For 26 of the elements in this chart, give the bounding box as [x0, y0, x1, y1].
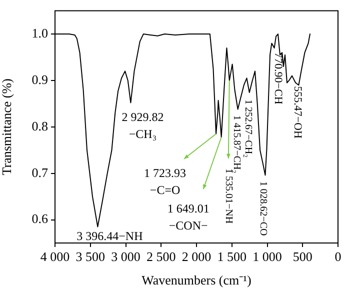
x-tick-label: 3 000	[111, 249, 140, 264]
annotation: 1 649.01 −CON−	[167, 201, 210, 232]
x-tick-label: 2 000	[182, 249, 212, 264]
x-tick-label: 0	[334, 249, 342, 264]
x-tick-label: 2 500	[146, 249, 176, 264]
x-tick-label: 3 500	[76, 249, 105, 264]
y-axis-title: Transmittance (%)	[0, 78, 14, 176]
y-tick-label: 0.6	[32, 211, 48, 226]
annotation: 770.90−CH	[272, 52, 284, 104]
annotation: 2 929.82 −CH₃	[122, 110, 164, 141]
annotation: 1 723.93 −C=O	[144, 166, 186, 198]
annotation: 1 252.67−CH₂	[242, 100, 254, 158]
annotation: 1 535.01−NH	[222, 168, 234, 224]
x-tick-label: 500	[292, 249, 312, 264]
y-tick-label: 0.7	[32, 164, 48, 180]
annotation: 1 415.87−CH₂	[231, 115, 242, 174]
annotation: 1 028.62−CO	[258, 181, 269, 236]
x-tick-label: 1 500	[217, 249, 246, 264]
x-tick-label: 1 000	[252, 249, 282, 264]
annotation: 3 396.44−NH	[76, 228, 144, 243]
y-tick-label: 1.0	[32, 25, 48, 40]
y-tick-label: 0.9	[32, 72, 48, 87]
y-tick-label: 0.8	[32, 118, 48, 134]
annotation: 555.47−OH	[291, 86, 304, 138]
x-axis-title: Wavenumbers (cm⁻¹)	[142, 272, 252, 288]
x-tick-label: 4 000	[40, 249, 70, 264]
